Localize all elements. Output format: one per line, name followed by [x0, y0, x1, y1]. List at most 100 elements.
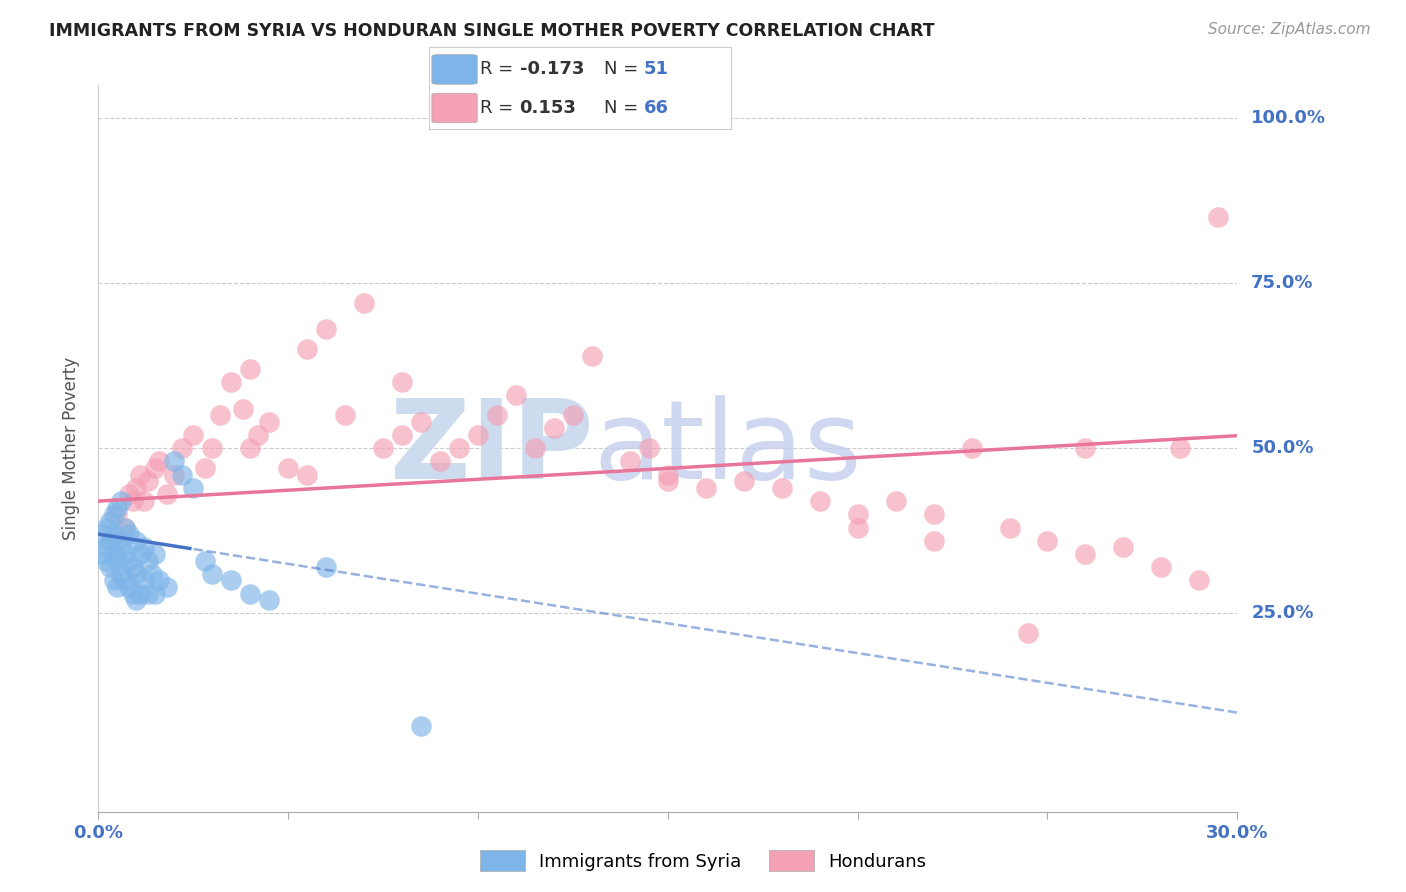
Point — [118, 487, 141, 501]
Point — [170, 442, 193, 455]
FancyBboxPatch shape — [432, 94, 477, 123]
Point — [259, 593, 281, 607]
Point — [297, 342, 319, 356]
Point — [846, 508, 869, 522]
Point — [201, 442, 224, 455]
Text: atlas: atlas — [593, 395, 862, 501]
Point — [221, 375, 243, 389]
Point — [132, 574, 155, 588]
Point — [114, 520, 136, 534]
Point — [391, 428, 413, 442]
Point — [846, 520, 869, 534]
Point — [110, 541, 132, 555]
Point — [371, 442, 394, 455]
Point — [110, 566, 132, 581]
Point — [129, 547, 152, 561]
Point — [132, 541, 155, 555]
Point — [118, 527, 141, 541]
Text: -0.173: -0.173 — [520, 61, 583, 78]
Point — [145, 587, 167, 601]
Point — [960, 442, 983, 455]
Text: R =: R = — [481, 61, 513, 78]
Point — [121, 560, 143, 574]
Point — [524, 442, 547, 455]
Point — [194, 461, 217, 475]
Point — [922, 508, 945, 522]
Point — [145, 461, 167, 475]
Point — [1170, 442, 1192, 455]
Point — [194, 553, 217, 567]
Point — [183, 481, 205, 495]
Text: 0.153: 0.153 — [520, 99, 576, 117]
Text: N =: N = — [605, 61, 638, 78]
Point — [246, 428, 269, 442]
Point — [239, 587, 262, 601]
Point — [232, 401, 254, 416]
Point — [107, 533, 129, 548]
Point — [486, 408, 509, 422]
Point — [315, 322, 337, 336]
Point — [125, 481, 148, 495]
Point — [94, 553, 117, 567]
Point — [136, 553, 159, 567]
Legend: Immigrants from Syria, Hondurans: Immigrants from Syria, Hondurans — [472, 843, 934, 879]
Point — [91, 527, 114, 541]
Point — [998, 520, 1021, 534]
Point — [581, 349, 603, 363]
Point — [695, 481, 717, 495]
Text: ZIP: ZIP — [391, 395, 593, 501]
Point — [543, 421, 565, 435]
Point — [110, 494, 132, 508]
Point — [1074, 442, 1097, 455]
Point — [1018, 626, 1040, 640]
FancyBboxPatch shape — [432, 54, 477, 84]
Point — [638, 442, 661, 455]
Point — [201, 566, 224, 581]
Text: IMMIGRANTS FROM SYRIA VS HONDURAN SINGLE MOTHER POVERTY CORRELATION CHART: IMMIGRANTS FROM SYRIA VS HONDURAN SINGLE… — [49, 22, 935, 40]
Point — [1188, 574, 1211, 588]
Point — [770, 481, 793, 495]
Text: 75.0%: 75.0% — [1251, 274, 1313, 292]
Point — [1208, 210, 1230, 224]
Point — [156, 580, 179, 594]
Point — [94, 541, 117, 555]
Point — [391, 375, 413, 389]
Point — [107, 580, 129, 594]
Text: 51: 51 — [644, 61, 668, 78]
Point — [121, 494, 143, 508]
Point — [884, 494, 907, 508]
Point — [259, 415, 281, 429]
Point — [467, 428, 489, 442]
Point — [148, 574, 170, 588]
Point — [1150, 560, 1173, 574]
Text: 25.0%: 25.0% — [1251, 605, 1313, 623]
Point — [411, 719, 433, 733]
Point — [163, 467, 186, 482]
Point — [562, 408, 585, 422]
Point — [103, 508, 125, 522]
Point — [114, 520, 136, 534]
Point — [315, 560, 337, 574]
Text: N =: N = — [605, 99, 638, 117]
Point — [297, 467, 319, 482]
Text: 50.0%: 50.0% — [1251, 439, 1313, 458]
Point — [335, 408, 357, 422]
Point — [121, 587, 143, 601]
Point — [98, 560, 121, 574]
Point — [808, 494, 831, 508]
Point — [129, 587, 152, 601]
Point — [107, 508, 129, 522]
Point — [170, 467, 193, 482]
Point — [107, 500, 129, 515]
Text: Source: ZipAtlas.com: Source: ZipAtlas.com — [1208, 22, 1371, 37]
Point — [1036, 533, 1059, 548]
Point — [208, 408, 231, 422]
Point — [239, 442, 262, 455]
Point — [733, 475, 755, 489]
Point — [125, 533, 148, 548]
Point — [163, 454, 186, 468]
Point — [1074, 547, 1097, 561]
Point — [94, 520, 117, 534]
Text: 100.0%: 100.0% — [1251, 109, 1326, 127]
Point — [657, 467, 679, 482]
